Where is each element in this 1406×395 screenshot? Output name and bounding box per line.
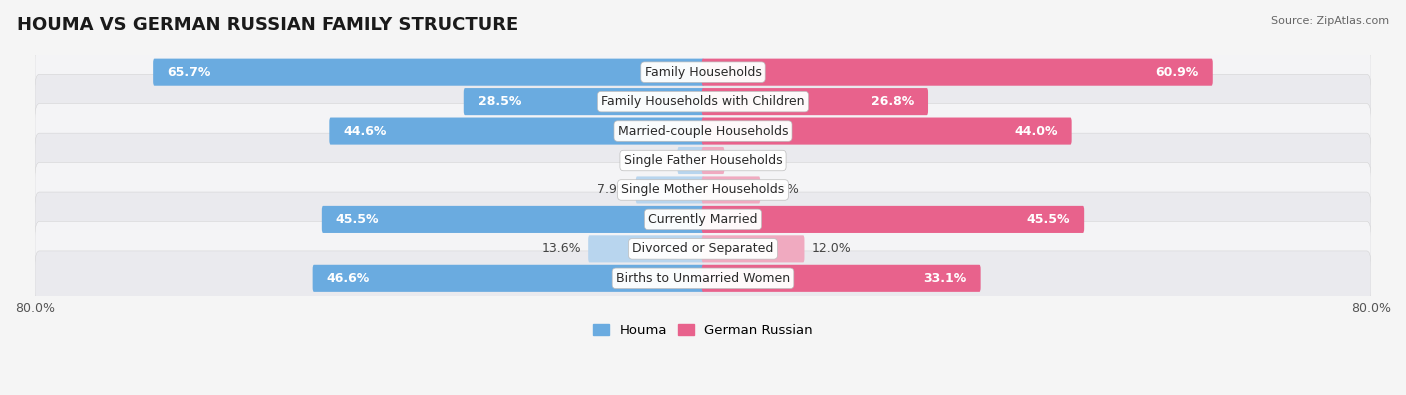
Text: 44.0%: 44.0%: [1014, 124, 1057, 137]
Text: Single Father Households: Single Father Households: [624, 154, 782, 167]
Text: Family Households: Family Households: [644, 66, 762, 79]
Text: HOUMA VS GERMAN RUSSIAN FAMILY STRUCTURE: HOUMA VS GERMAN RUSSIAN FAMILY STRUCTURE: [17, 16, 519, 34]
FancyBboxPatch shape: [588, 235, 704, 262]
FancyBboxPatch shape: [35, 103, 1371, 158]
Text: 2.4%: 2.4%: [731, 154, 763, 167]
Text: 6.7%: 6.7%: [768, 183, 799, 196]
Text: 60.9%: 60.9%: [1156, 66, 1199, 79]
FancyBboxPatch shape: [35, 74, 1371, 129]
Text: 44.6%: 44.6%: [343, 124, 387, 137]
Text: Single Mother Households: Single Mother Households: [621, 183, 785, 196]
FancyBboxPatch shape: [702, 88, 928, 115]
FancyBboxPatch shape: [312, 265, 704, 292]
Text: 45.5%: 45.5%: [1026, 213, 1070, 226]
FancyBboxPatch shape: [678, 147, 704, 174]
Text: Births to Unmarried Women: Births to Unmarried Women: [616, 272, 790, 285]
Text: 33.1%: 33.1%: [924, 272, 967, 285]
FancyBboxPatch shape: [702, 58, 1213, 86]
FancyBboxPatch shape: [35, 45, 1371, 100]
Text: 7.9%: 7.9%: [596, 183, 628, 196]
Text: 28.5%: 28.5%: [478, 95, 522, 108]
Text: Married-couple Households: Married-couple Households: [617, 124, 789, 137]
FancyBboxPatch shape: [636, 177, 704, 203]
Text: Currently Married: Currently Married: [648, 213, 758, 226]
Text: Source: ZipAtlas.com: Source: ZipAtlas.com: [1271, 16, 1389, 26]
FancyBboxPatch shape: [322, 206, 704, 233]
FancyBboxPatch shape: [35, 163, 1371, 217]
FancyBboxPatch shape: [702, 206, 1084, 233]
FancyBboxPatch shape: [702, 235, 804, 262]
FancyBboxPatch shape: [329, 118, 704, 145]
FancyBboxPatch shape: [702, 177, 761, 203]
FancyBboxPatch shape: [35, 222, 1371, 276]
FancyBboxPatch shape: [702, 265, 980, 292]
Text: 26.8%: 26.8%: [870, 95, 914, 108]
FancyBboxPatch shape: [35, 133, 1371, 188]
FancyBboxPatch shape: [153, 58, 704, 86]
FancyBboxPatch shape: [702, 147, 724, 174]
FancyBboxPatch shape: [35, 192, 1371, 247]
FancyBboxPatch shape: [35, 251, 1371, 306]
Text: 45.5%: 45.5%: [336, 213, 380, 226]
FancyBboxPatch shape: [702, 118, 1071, 145]
Text: 12.0%: 12.0%: [811, 243, 851, 255]
FancyBboxPatch shape: [464, 88, 704, 115]
Text: 65.7%: 65.7%: [167, 66, 211, 79]
Text: 2.9%: 2.9%: [638, 154, 671, 167]
Legend: Houma, German Russian: Houma, German Russian: [588, 319, 818, 342]
Text: Divorced or Separated: Divorced or Separated: [633, 243, 773, 255]
Text: 46.6%: 46.6%: [326, 272, 370, 285]
Text: Family Households with Children: Family Households with Children: [602, 95, 804, 108]
Text: 13.6%: 13.6%: [541, 243, 581, 255]
